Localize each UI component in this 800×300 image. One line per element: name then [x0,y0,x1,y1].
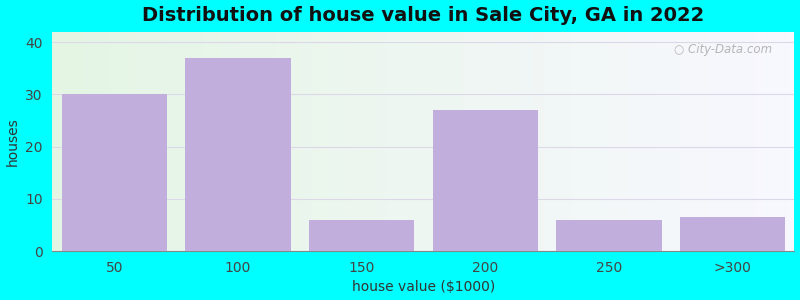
X-axis label: house value ($1000): house value ($1000) [352,280,495,294]
Title: Distribution of house value in Sale City, GA in 2022: Distribution of house value in Sale City… [142,6,705,25]
Bar [186,58,290,251]
Bar [556,220,662,251]
Bar [309,220,414,251]
Y-axis label: houses: houses [6,117,19,166]
Text: ○ City-Data.com: ○ City-Data.com [674,43,772,56]
Bar [62,94,167,251]
Bar [680,217,785,251]
Bar [433,110,538,251]
